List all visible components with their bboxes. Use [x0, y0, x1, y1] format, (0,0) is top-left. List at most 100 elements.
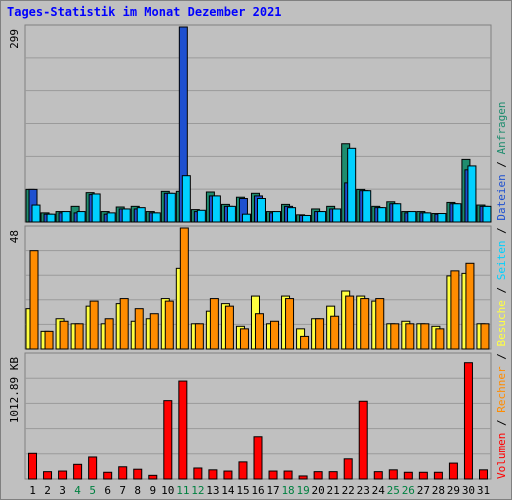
legend: Volumen / Rechner / Besuche / Seiten / D…	[495, 101, 508, 479]
bar-volumen-day-15	[238, 461, 248, 480]
x-tick-label-day-20: 20	[312, 484, 325, 497]
x-tick-label-day-30: 30	[462, 484, 475, 497]
y-axis-max-label-2: 48	[8, 230, 21, 243]
legend-item-rechner: Rechner	[495, 366, 508, 413]
x-tick-label-day-24: 24	[372, 484, 386, 497]
bar-volumen-day-22	[343, 458, 353, 480]
x-tick-label-day-5: 5	[89, 484, 96, 497]
x-tick-label-day-7: 7	[119, 484, 126, 497]
bar-rechner-day-27	[420, 323, 430, 350]
bar-volumen-day-12	[193, 467, 203, 480]
bar-volumen-day-25	[388, 469, 398, 480]
bar-volumen-day-16	[253, 436, 263, 480]
x-tick-label-day-10: 10	[161, 484, 174, 497]
bar-rechner-day-21	[330, 315, 340, 350]
bar-rechner-day-16	[254, 313, 264, 350]
bar-volumen-day-19	[298, 475, 308, 480]
x-tick-label-day-31: 31	[477, 484, 490, 497]
chart-title: Tages-Statistik im Monat Dezember 2021	[7, 5, 282, 19]
bar-volumen-day-13	[208, 469, 218, 480]
bar-rechner-day-4	[74, 323, 84, 350]
bar-seiten-day-24	[377, 207, 387, 223]
bar-rechner-day-11	[179, 227, 189, 350]
legend-separator: /	[495, 347, 508, 367]
bar-rechner-day-14	[224, 305, 234, 350]
y-axis-max-label-3: 1012.89 KB	[8, 357, 21, 424]
bar-rechner-day-18	[285, 298, 295, 350]
x-tick-label-day-28: 28	[432, 484, 445, 497]
bar-seiten-day-1	[31, 204, 41, 223]
bar-volumen-day-3	[58, 470, 68, 480]
x-tick-label-day-12: 12	[191, 484, 204, 497]
legend-separator: /	[495, 413, 508, 433]
bar-seiten-day-2	[46, 213, 56, 223]
bar-seiten-day-27	[422, 212, 432, 223]
x-tick-label-day-6: 6	[104, 484, 111, 497]
bar-rechner-day-22	[345, 295, 355, 350]
bar-volumen-day-6	[103, 471, 113, 480]
x-tick-label-day-29: 29	[447, 484, 460, 497]
legend-item-anfragen: Anfragen	[495, 101, 508, 154]
x-tick-label-day-22: 22	[342, 484, 355, 497]
bar-rechner-day-29	[450, 270, 460, 350]
bar-rechner-day-6	[104, 318, 114, 350]
bar-volumen-day-11	[178, 380, 188, 480]
bar-rechner-day-19	[300, 335, 310, 350]
bar-volumen-day-21	[328, 471, 338, 480]
x-tick-label-day-25: 25	[387, 484, 400, 497]
legend-separator: /	[495, 280, 508, 300]
bar-rechner-day-17	[270, 320, 280, 350]
y-axis-max-label-1: 299	[8, 29, 21, 49]
x-tick-label-day-1: 1	[29, 484, 36, 497]
bar-rechner-day-15	[239, 328, 249, 350]
bar-rechner-day-10	[164, 300, 174, 350]
bar-seiten-day-9	[151, 212, 161, 223]
x-tick-label-day-8: 8	[134, 484, 141, 497]
bar-seiten-day-14	[226, 205, 236, 223]
bar-volumen-day-10	[163, 400, 173, 480]
bar-rechner-day-12	[194, 323, 204, 350]
bar-volumen-day-29	[448, 462, 458, 480]
bar-seiten-day-26	[407, 211, 417, 223]
bar-rechner-day-2	[44, 330, 54, 350]
bar-seiten-day-12	[196, 209, 206, 223]
x-tick-label-day-27: 27	[417, 484, 430, 497]
bar-volumen-day-17	[268, 470, 278, 480]
bar-rechner-day-1	[29, 250, 39, 350]
x-tick-label-day-17: 17	[266, 484, 279, 497]
x-tick-label-day-13: 13	[206, 484, 219, 497]
x-tick-label-day-23: 23	[357, 484, 370, 497]
x-tick-label-day-15: 15	[236, 484, 249, 497]
x-tick-label-day-26: 26	[402, 484, 415, 497]
bar-volumen-day-9	[148, 474, 158, 480]
bar-volumen-day-4	[73, 463, 83, 480]
bar-seiten-day-18	[287, 207, 297, 223]
bar-volumen-day-26	[403, 471, 413, 480]
bar-seiten-day-28	[437, 213, 447, 223]
bar-seiten-day-29	[452, 203, 462, 223]
legend-item-besuche: Besuche	[495, 300, 508, 346]
bar-seiten-day-5	[91, 193, 101, 223]
bar-rechner-day-26	[405, 323, 415, 350]
bar-volumen-day-31	[478, 469, 488, 480]
bar-rechner-day-20	[315, 318, 325, 350]
bar-seiten-day-7	[121, 208, 131, 223]
bar-volumen-day-14	[223, 470, 233, 480]
bar-rechner-day-9	[149, 313, 159, 350]
bar-rechner-day-5	[89, 300, 99, 350]
bar-seiten-day-3	[61, 211, 71, 223]
bar-volumen-day-27	[418, 471, 428, 480]
bar-seiten-day-25	[392, 203, 402, 223]
bar-volumen-day-28	[433, 471, 443, 480]
bar-seiten-day-31	[482, 205, 492, 223]
bar-volumen-day-5	[88, 456, 98, 480]
bar-seiten-day-20	[317, 211, 327, 223]
bar-rechner-day-25	[390, 323, 400, 350]
bar-seiten-day-15	[241, 213, 251, 223]
bar-volumen-day-24	[373, 471, 383, 480]
bar-rechner-day-8	[134, 308, 144, 350]
x-tick-label-day-9: 9	[149, 484, 156, 497]
bar-rechner-day-30	[465, 262, 475, 350]
bar-seiten-day-6	[106, 212, 116, 223]
